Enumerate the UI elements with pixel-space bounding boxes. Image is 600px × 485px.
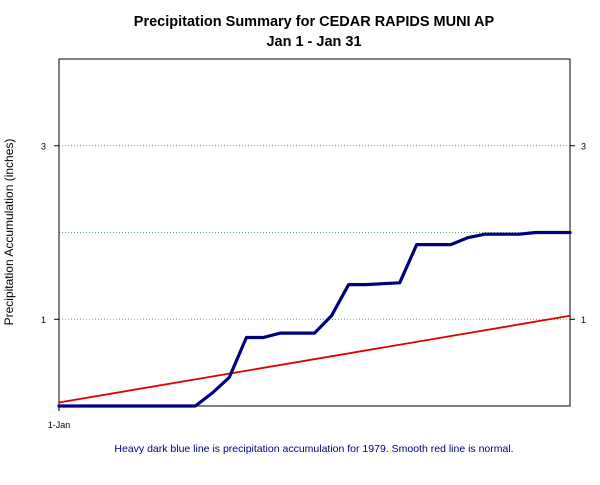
y-tick-left-label-3: 3 xyxy=(41,141,46,151)
chart-title: Precipitation Summary for CEDAR RAPIDS M… xyxy=(134,14,495,30)
axis-ticks: 1 3 1 3 1-Jan xyxy=(41,141,586,430)
footnote: Heavy dark blue line is precipitation ac… xyxy=(114,443,513,455)
x-tick-label-1: 1-Jan xyxy=(48,420,71,430)
normal-accumulation-line xyxy=(58,314,571,404)
grid-lines xyxy=(59,145,570,320)
y-tick-right-label-1: 1 xyxy=(581,315,586,325)
series-lines xyxy=(57,230,572,408)
y-axis-label: Precipitation Accumulation (inches) xyxy=(2,139,16,326)
y-tick-right-label-3: 3 xyxy=(581,141,586,151)
chart-subtitle: Jan 1 - Jan 31 xyxy=(266,34,361,50)
y-tick-left-label-1: 1 xyxy=(41,315,46,325)
accumulation-1979-line xyxy=(57,230,572,408)
